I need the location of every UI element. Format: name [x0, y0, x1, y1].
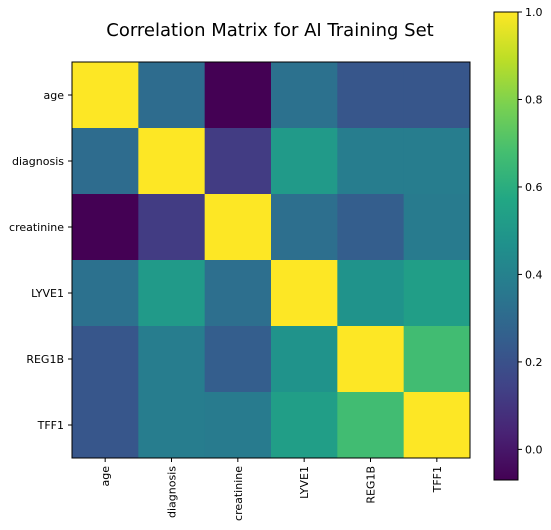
heatmap-cell-creatinine-TFF1: [403, 194, 471, 261]
heatmap-cell-REG1B-REG1B: [337, 326, 405, 393]
x-tick-label: REG1B: [365, 466, 378, 504]
colorbar: [493, 11, 519, 481]
y-tick-label: diagnosis: [12, 155, 64, 168]
heatmap-cell-creatinine-LYVE1: [271, 194, 338, 261]
heatmap-cell-REG1B-TFF1: [403, 326, 471, 393]
y-axis: age diagnosis creatinine LYVE1 REG1B TFF1: [9, 89, 72, 432]
chart-title: Correlation Matrix for AI Training Set: [106, 20, 434, 41]
heatmap-cell-diagnosis-diagnosis: [138, 128, 206, 195]
heatmap-cell-diagnosis-age: [72, 128, 139, 195]
heatmap-cell-age-diagnosis: [138, 62, 206, 129]
colorbar-tick-label: 0.8: [525, 93, 543, 106]
heatmap-cells: [72, 62, 471, 459]
heatmap-cell-REG1B-LYVE1: [271, 326, 338, 393]
heatmap-cell-LYVE1-diagnosis: [138, 260, 206, 327]
heatmap-cell-age-REG1B: [337, 62, 405, 129]
heatmap-cell-diagnosis-creatinine: [204, 128, 272, 195]
heatmap-cell-age-age: [72, 62, 139, 129]
x-axis: age diagnosis creatinine LYVE1 REG1B TFF1: [99, 458, 444, 521]
x-tick-label: TFF1: [431, 466, 444, 493]
colorbar-tick-label: 0.4: [525, 268, 543, 281]
heatmap-cell-diagnosis-TFF1: [403, 128, 471, 195]
x-tick-label: diagnosis: [166, 466, 179, 518]
y-tick-label: REG1B: [26, 353, 64, 366]
heatmap-cell-creatinine-creatinine: [204, 194, 272, 261]
colorbar-tick-label: 1.0: [525, 6, 543, 19]
y-tick-label: LYVE1: [31, 287, 64, 300]
x-tick-label: age: [99, 466, 112, 487]
heatmap-cell-TFF1-REG1B: [337, 392, 405, 459]
heatmap-cell-age-LYVE1: [271, 62, 338, 129]
colorbar-tick-label: 0.0: [525, 443, 543, 456]
heatmap-cell-REG1B-creatinine: [204, 326, 272, 393]
heatmap-cell-TFF1-TFF1: [403, 392, 471, 459]
heatmap-cell-REG1B-age: [72, 326, 139, 393]
heatmap-cell-LYVE1-REG1B: [337, 260, 405, 327]
heatmap-cell-REG1B-diagnosis: [138, 326, 206, 393]
heatmap-cell-diagnosis-LYVE1: [271, 128, 338, 195]
heatmap-cell-TFF1-diagnosis: [138, 392, 206, 459]
heatmap-cell-age-creatinine: [204, 62, 272, 129]
y-tick-label: TFF1: [37, 419, 64, 432]
heatmap-cell-TFF1-creatinine: [204, 392, 272, 459]
x-tick-label: LYVE1: [298, 466, 311, 499]
y-tick-label: age: [44, 89, 65, 102]
heatmap-cell-diagnosis-REG1B: [337, 128, 405, 195]
heatmap-cell-TFF1-LYVE1: [271, 392, 338, 459]
heatmap-cell-LYVE1-age: [72, 260, 139, 327]
heatmap-cell-creatinine-REG1B: [337, 194, 405, 261]
heatmap-cell-TFF1-age: [72, 392, 139, 459]
heatmap-cell-LYVE1-LYVE1: [271, 260, 338, 327]
colorbar-axis: 0.0 0.2 0.4 0.6 0.8 1.0: [518, 6, 543, 456]
heatmap-cell-LYVE1-TFF1: [403, 260, 471, 327]
colorbar-tick-label: 0.6: [525, 181, 543, 194]
heatmap-cell-LYVE1-creatinine: [204, 260, 272, 327]
x-tick-label: creatinine: [232, 466, 245, 521]
heatmap-cell-creatinine-age: [72, 194, 139, 261]
heatmap-frame: [71, 61, 471, 459]
heatmap-cell-creatinine-diagnosis: [138, 194, 206, 261]
colorbar-tick-label: 0.2: [525, 356, 543, 369]
y-tick-label: creatinine: [9, 221, 64, 234]
heatmap-cell-age-TFF1: [403, 62, 471, 129]
